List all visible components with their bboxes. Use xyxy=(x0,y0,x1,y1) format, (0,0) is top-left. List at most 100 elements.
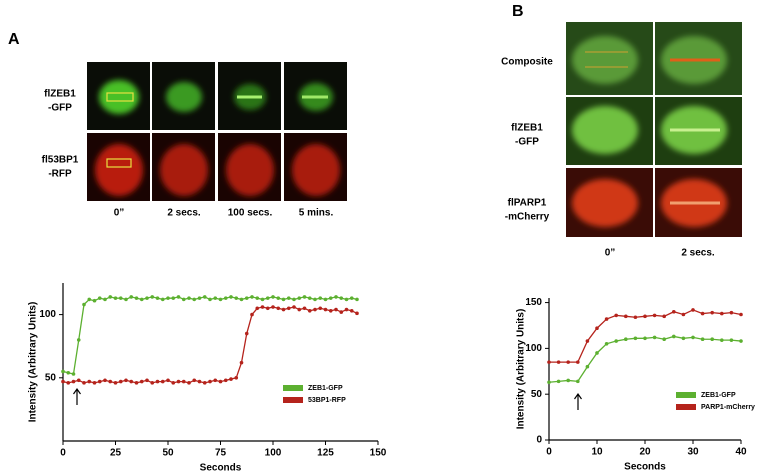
data-point xyxy=(292,297,296,302)
data-point xyxy=(202,295,207,299)
data-point xyxy=(729,310,734,315)
data-point xyxy=(662,337,666,342)
y-tick-label: 50 xyxy=(45,372,57,383)
data-point xyxy=(82,302,86,307)
data-point xyxy=(307,309,312,313)
data-point xyxy=(124,378,128,383)
data-point xyxy=(614,339,618,343)
data-point xyxy=(614,313,618,318)
legend-label: PARP1-mCherry xyxy=(701,404,755,411)
data-point xyxy=(229,295,233,299)
data-point xyxy=(239,360,244,365)
data-point xyxy=(197,296,202,300)
x-tick-label: 150 xyxy=(370,448,387,459)
data-point xyxy=(323,297,328,302)
data-point xyxy=(281,297,286,302)
y-tick-label: 50 xyxy=(531,389,543,400)
data-point xyxy=(265,306,270,311)
data-point xyxy=(624,314,628,319)
data-point xyxy=(355,311,359,316)
data-point xyxy=(166,296,170,300)
data-point xyxy=(150,295,155,299)
arrow xyxy=(574,392,582,410)
data-point xyxy=(566,378,570,383)
data-point xyxy=(355,297,359,302)
data-point xyxy=(176,295,181,299)
data-point xyxy=(82,381,86,385)
data-point xyxy=(87,379,92,384)
data-point xyxy=(681,312,686,317)
data-point xyxy=(710,337,714,342)
data-point xyxy=(662,314,666,319)
data-point xyxy=(145,296,149,300)
column-label: 100 secs. xyxy=(228,208,273,219)
data-point xyxy=(729,338,734,342)
x-tick-label: 10 xyxy=(591,447,603,458)
data-point xyxy=(547,380,551,385)
data-point xyxy=(134,296,139,300)
column-label: 0” xyxy=(605,248,616,259)
data-point xyxy=(208,297,212,302)
x-tick-label: 20 xyxy=(639,447,651,458)
data-point xyxy=(260,297,265,302)
data-point xyxy=(244,296,249,300)
data-point xyxy=(286,306,291,311)
x-tick-label: 100 xyxy=(265,448,282,459)
data-point xyxy=(700,311,705,316)
data-point xyxy=(307,296,312,300)
y-axis-label: Intensity (Arbitrary Units) xyxy=(28,302,39,423)
data-point xyxy=(129,295,134,299)
data-point xyxy=(192,378,197,383)
data-point xyxy=(181,379,186,384)
data-point xyxy=(739,312,743,317)
data-point xyxy=(213,378,218,383)
data-point xyxy=(244,331,249,336)
data-point xyxy=(97,379,102,384)
data-point xyxy=(76,338,81,342)
data-point xyxy=(255,306,260,311)
data-point xyxy=(323,307,328,312)
data-point xyxy=(92,298,97,303)
data-point xyxy=(71,379,76,384)
data-point xyxy=(556,379,561,384)
data-point xyxy=(139,297,144,302)
data-point xyxy=(585,339,590,343)
data-point xyxy=(276,306,281,311)
data-point xyxy=(276,296,281,300)
data-point xyxy=(313,307,317,312)
data-point xyxy=(218,297,223,302)
data-point xyxy=(129,379,134,384)
data-point xyxy=(118,296,123,300)
data-point xyxy=(160,379,165,384)
data-point xyxy=(271,295,275,299)
row-label: -GFP xyxy=(515,137,539,148)
data-point xyxy=(108,379,113,384)
data-point xyxy=(672,334,676,339)
data-point xyxy=(344,307,349,312)
data-point xyxy=(297,307,302,312)
data-point xyxy=(339,296,344,300)
data-point xyxy=(87,297,92,302)
data-point xyxy=(328,296,333,300)
data-point xyxy=(652,335,657,340)
row-label: -RFP xyxy=(48,169,72,180)
row-label: flZEB1 xyxy=(44,89,76,100)
data-point xyxy=(710,310,714,315)
data-point xyxy=(113,296,118,300)
data-point xyxy=(155,296,160,300)
data-point xyxy=(604,317,609,321)
panel-a-images xyxy=(87,62,347,201)
data-point xyxy=(595,326,599,331)
data-point xyxy=(66,370,71,375)
data-point xyxy=(113,381,118,385)
data-point xyxy=(286,296,291,300)
data-point xyxy=(92,381,97,385)
data-point xyxy=(292,305,296,309)
data-point xyxy=(576,379,580,384)
legend-label: 53BP1-RFP xyxy=(308,397,346,404)
data-point xyxy=(160,297,165,302)
column-label: 5 mins. xyxy=(299,208,334,219)
column-label: 2 secs. xyxy=(167,208,201,219)
data-point xyxy=(624,337,628,342)
